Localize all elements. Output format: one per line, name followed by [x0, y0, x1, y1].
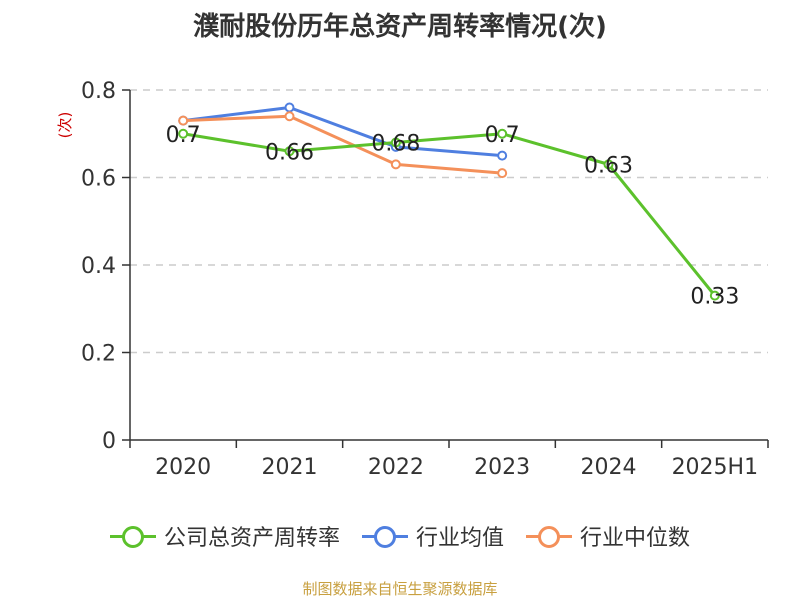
legend-swatch-industry-mean [361, 526, 408, 548]
y-tick-label: 0.2 [81, 342, 116, 367]
series-line-2 [183, 114, 503, 175]
legend-label-company: 公司总资产周转率 [163, 526, 340, 551]
data-point-0 [178, 128, 189, 139]
data-point-2 [178, 115, 189, 126]
x-tick-label: 2025H1 [672, 455, 759, 480]
data-point-1 [497, 150, 508, 161]
series-line-1 [182, 106, 503, 158]
y-tick-label: 0 [102, 429, 116, 454]
data-point-0 [390, 137, 401, 148]
data-point-0 [603, 159, 614, 170]
legend-item-industry-mean[interactable]: 行业均值 [361, 520, 504, 552]
chart-title: 濮耐股份历年总资产周转率情况(次) [193, 12, 607, 42]
data-point-2 [390, 159, 401, 170]
x-tick-label: 2022 [368, 455, 424, 480]
x-tick-label: 2020 [155, 455, 211, 480]
data-point-2 [284, 111, 295, 122]
legend-swatch-industry-median [526, 526, 572, 548]
data-label: 0.68 [371, 132, 420, 157]
data-point-0 [497, 128, 508, 139]
data-point-1 [284, 102, 295, 113]
data-point-0 [709, 290, 720, 301]
y-tick-label: 0.6 [81, 167, 116, 192]
x-tick-label: 2021 [262, 455, 318, 480]
legend: 公司总资产周转率 行业均值 行业中位数 [0, 520, 800, 552]
series-line-0 [182, 132, 716, 297]
x-tick-label: 2024 [581, 455, 637, 480]
data-label: 0.7 [166, 123, 201, 148]
y-tick-label: 0.4 [81, 254, 116, 279]
legend-label-industry-median: 行业中位数 [580, 526, 691, 551]
legend-swatch-company [109, 526, 156, 548]
source-note: 制图数据来自恒生聚源数据库 [302, 580, 498, 598]
data-label: 0.7 [485, 123, 520, 148]
legend-label-industry-mean: 行业均值 [415, 526, 504, 551]
legend-item-company[interactable]: 公司总资产周转率 [109, 520, 340, 552]
data-point-0 [284, 146, 295, 157]
data-point-2 [497, 168, 508, 179]
y-tick-label: 0.8 [81, 79, 116, 104]
y-axis-label: (次) [56, 112, 74, 139]
data-label: 0.66 [265, 140, 314, 165]
data-label: 0.33 [690, 285, 739, 310]
x-tick-label: 2023 [474, 455, 530, 480]
data-label: 0.63 [584, 153, 633, 178]
legend-item-industry-median[interactable]: 行业中位数 [526, 520, 690, 552]
